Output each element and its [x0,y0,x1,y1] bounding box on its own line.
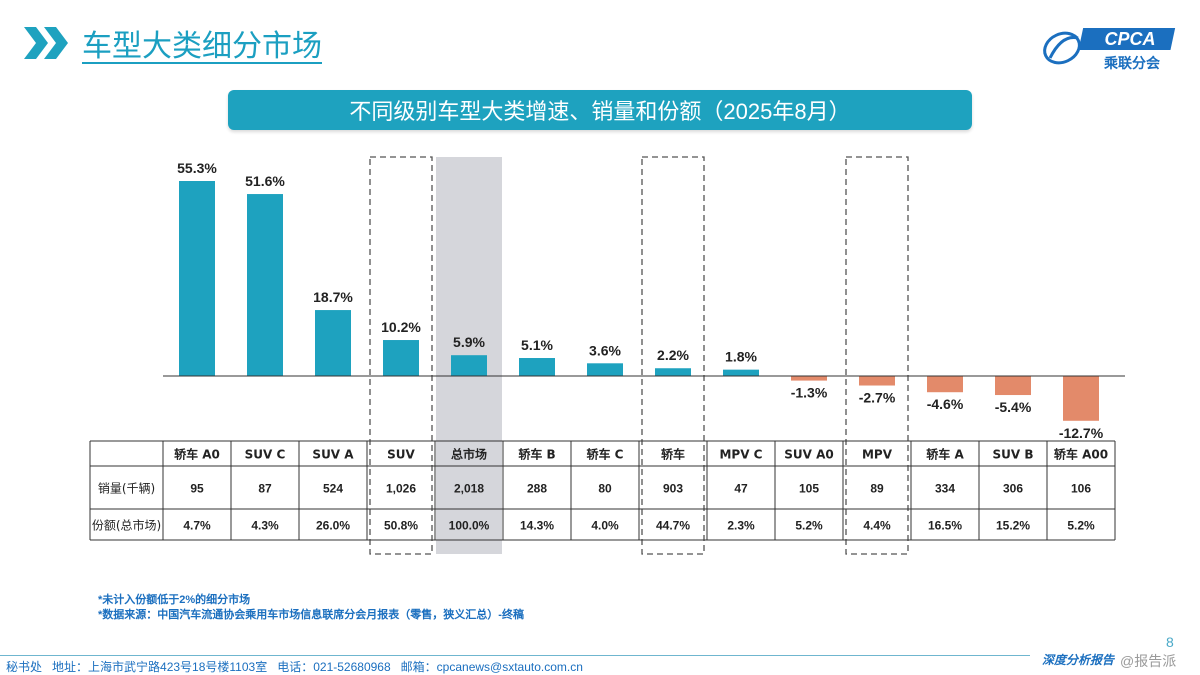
category-label-13: 轿车 A00 [1054,447,1108,462]
category-label-2: SUV A [312,448,354,462]
dashed-box-3 [369,156,433,555]
category-label-9: SUV A0 [784,448,834,462]
footer-phone: 电话：021-52680968 [277,660,391,674]
share-cell-7: 44.7% [656,519,690,533]
data-label-7: 2.2% [657,347,689,363]
sales-cell-6: 80 [598,482,612,496]
data-label-13: -12.7% [1059,425,1104,441]
bar-10 [859,376,895,386]
category-label-7: 轿车 [661,447,685,462]
page-number: 8 [1166,634,1174,650]
sales-cell-12: 306 [1003,482,1023,496]
category-label-11: 轿车 A [926,447,964,462]
bar-7 [655,368,691,376]
bar-2 [315,310,351,376]
page-title: 车型大类细分市场 [82,30,322,63]
row-header-0: 销量(千辆) [98,482,155,496]
bar-0 [179,181,215,376]
category-label-6: 轿车 C [587,447,624,462]
data-label-1: 51.6% [245,173,285,189]
share-cell-13: 5.2% [1067,519,1095,533]
data-label-4: 5.9% [453,334,485,350]
data-label-11: -4.6% [927,396,964,412]
sales-cell-13: 106 [1071,482,1091,496]
category-label-10: MPV [862,448,893,462]
footnote-2: *数据来源：中国汽车流通协会乘用车市场信息联席分会月报表（零售，狭义汇总）-终稿 [98,609,524,621]
footer-email: 邮箱：cpcanews@sxtauto.com.cn [400,660,583,674]
data-label-12: -5.4% [995,399,1032,415]
share-cell-8: 2.3% [727,519,755,533]
share-cell-1: 4.3% [251,519,279,533]
dashed-box-10 [845,156,909,555]
sales-cell-9: 105 [799,482,819,496]
category-label-0: 轿车 A0 [174,447,220,462]
share-cell-5: 14.3% [520,519,554,533]
share-cell-10: 4.4% [863,519,891,533]
sales-cell-2: 524 [323,482,343,496]
bar-11 [927,376,963,393]
category-label-1: SUV C [245,448,286,462]
footer-contact: 秘书处 地址：上海市武宁路423号18号楼1103室 电话：021-526809… [6,658,583,675]
footnote-1: *未计入份额低于2%的细分市场 [98,594,251,606]
footer-secretariat: 秘书处 [6,660,43,674]
share-cell-0: 4.7% [183,519,211,533]
category-label-8: MPV C [719,448,762,462]
data-label-9: -1.3% [791,385,828,401]
sales-cell-1: 87 [258,482,272,496]
sales-cell-7: 903 [663,482,683,496]
sales-cell-8: 47 [734,482,748,496]
double-chevron-icon [24,27,68,59]
sales-cell-0: 95 [190,482,204,496]
sales-cell-11: 334 [935,482,955,496]
sales-cell-10: 89 [870,482,884,496]
sales-cell-3: 1,026 [386,482,416,496]
svg-text:CPCA: CPCA [1104,29,1155,49]
sales-cell-5: 288 [527,482,547,496]
share-cell-4: 100.0% [449,519,490,533]
category-label-3: SUV [387,448,415,462]
bar-3 [383,340,419,376]
data-label-10: -2.7% [859,390,896,406]
data-label-6: 3.6% [589,342,621,358]
report-watermark-label: @报告派 [1120,653,1177,669]
data-label-5: 5.1% [521,337,553,353]
bar-8 [723,369,759,376]
share-cell-2: 26.0% [316,519,350,533]
data-label-0: 55.3% [177,160,217,176]
bar-13 [1063,376,1099,421]
category-label-4: 总市场 [451,447,487,462]
bar-1 [247,194,283,376]
bar-12 [995,376,1031,396]
share-cell-12: 15.2% [996,519,1030,533]
data-label-2: 18.7% [313,289,353,305]
share-cell-6: 4.0% [591,519,619,533]
footnotes: *未计入份额低于2%的细分市场 *数据来源：中国汽车流通协会乘用车市场信息联席分… [98,593,524,623]
share-cell-3: 50.8% [384,519,418,533]
header: 车型大类细分市场 [22,18,322,68]
share-cell-11: 16.5% [928,519,962,533]
footer-report-label: 深度分析报告 [1042,653,1115,667]
data-label-3: 10.2% [381,319,421,335]
footer-divider [0,655,1030,656]
data-label-8: 1.8% [725,349,757,365]
row-header-1: 份额(总市场) [92,518,161,533]
bar-4 [451,355,487,376]
bar-9 [791,376,827,381]
bar-5 [519,358,555,376]
category-label-5: 轿车 B [518,447,555,462]
chart-banner-title: 不同级别车型大类增速、销量和份额（2025年8月） [228,90,972,130]
category-label-12: SUV B [993,448,1034,462]
footer-address: 地址：上海市武宁路423号18号楼1103室 [52,660,268,674]
sales-cell-4: 2,018 [454,482,484,496]
bar-6 [587,363,623,376]
dashed-box-7 [641,156,705,555]
cpca-logo: CPCA 乘联分会 [1043,28,1176,72]
svg-text:乘联分会: 乘联分会 [1103,55,1161,72]
share-cell-9: 5.2% [795,519,823,533]
